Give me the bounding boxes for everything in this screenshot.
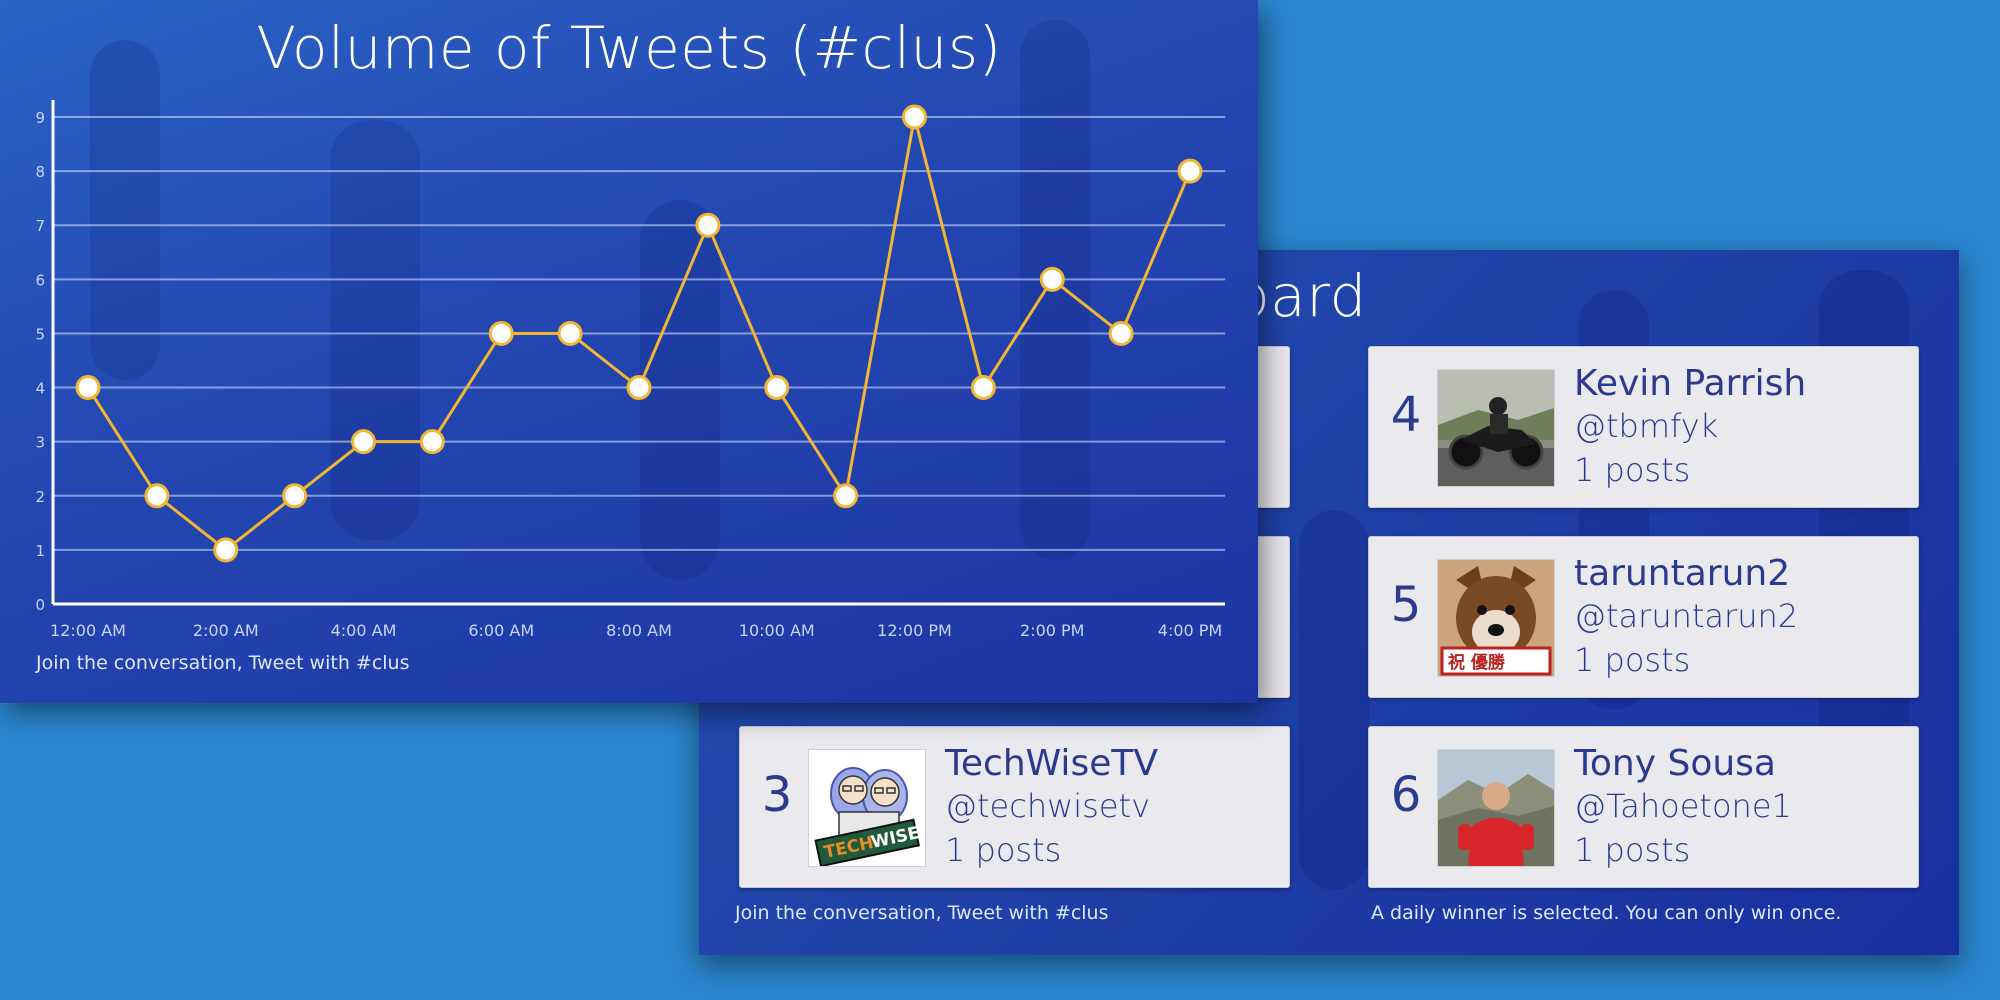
data-point (144, 483, 170, 509)
post-count: 1 posts (1574, 641, 1691, 679)
user-handle: @taruntarun2 (1574, 597, 1799, 635)
y-tick-label: 2 (35, 488, 45, 506)
user-name: Tony Sousa (1574, 743, 1776, 784)
leaderboard-card: 4 Kevin Parrish @tbmfyk 1 posts (1368, 346, 1919, 508)
user-handle: @techwisetv (945, 787, 1151, 825)
chart-footer: Join the conversation, Tweet with #clus (36, 652, 410, 674)
data-point (695, 212, 721, 238)
svg-text:祝 優勝: 祝 優勝 (1448, 652, 1506, 673)
y-tick-label: 6 (35, 271, 45, 289)
rank-number: 4 (1390, 387, 1422, 443)
data-point (351, 429, 376, 455)
y-tick-label: 3 (35, 434, 45, 452)
data-point (1108, 320, 1134, 346)
data-point (488, 320, 514, 346)
x-tick-label: 2:00 AM (193, 621, 259, 640)
leaderboard-card: 3 TECH WISE (739, 726, 1290, 888)
background-decoration (90, 40, 160, 380)
series-points (75, 104, 1203, 563)
person-photo-icon (1437, 749, 1555, 867)
rank-number: 5 (1390, 577, 1422, 633)
x-tick-label: 10:00 AM (739, 621, 815, 640)
techwise-cartoon-icon: TECH WISE (808, 749, 926, 867)
data-point (764, 375, 790, 401)
data-point (1177, 158, 1203, 184)
x-tick-label: 4:00 AM (331, 621, 397, 640)
data-point (75, 375, 101, 401)
leaderboard-footer-left: Join the conversation, Tweet with #clus (735, 902, 1109, 924)
y-tick-label: 4 (35, 380, 45, 398)
post-count: 1 posts (945, 831, 1062, 869)
data-point (213, 537, 239, 563)
data-point (970, 375, 996, 401)
y-tick-label: 0 (35, 596, 45, 614)
background-decoration (640, 200, 720, 580)
data-point (557, 320, 583, 346)
user-name: TechWiseTV (945, 743, 1158, 784)
dog-photo-icon: 祝 優勝 (1437, 559, 1555, 677)
x-tick-label: 4:00 PM (1158, 621, 1222, 640)
data-point (1039, 266, 1065, 292)
user-handle: @tbmfyk (1574, 407, 1719, 445)
y-axis-ticks: 0 1 2 3 4 5 6 7 8 9 (35, 109, 45, 614)
y-tick-label: 5 (35, 325, 45, 343)
x-tick-label: 8:00 AM (606, 621, 672, 640)
rank-number: 6 (1390, 767, 1422, 823)
line-chart: 0 1 2 3 4 5 6 7 8 9 12:00 AM 2:00 AM 4:00 AM 6:00 AM… (35, 100, 1225, 640)
chart-title: Volume of Tweets (#clus) (256, 14, 1002, 82)
leaderboard-card: 5 祝 優勝 taruntarun2 @taruntarun2 1 posts (1368, 536, 1919, 698)
post-count: 1 posts (1574, 451, 1691, 489)
leaderboard-footer-right: A daily winner is selected. You can only… (1371, 902, 1842, 924)
x-axis-ticks: 12:00 AM 2:00 AM 4:00 AM 6:00 AM 8:00 AM 10:0… (50, 621, 1222, 640)
data-point (282, 483, 308, 509)
background-decoration (1299, 510, 1369, 890)
gridlines (53, 116, 1225, 551)
data-point (419, 429, 445, 455)
user-name: taruntarun2 (1574, 553, 1791, 594)
data-point (626, 375, 652, 401)
y-tick-label: 7 (35, 217, 45, 235)
x-tick-label: 12:00 AM (50, 621, 126, 640)
y-tick-label: 1 (35, 542, 45, 560)
user-handle: @Tahoetone1 (1574, 787, 1792, 825)
background-decoration (330, 120, 420, 540)
data-point (833, 483, 859, 509)
x-tick-label: 2:00 PM (1020, 621, 1084, 640)
tweet-volume-chart-panel: Volume of Tweets (#clus) 0 1 2 3 4 5 6 7 8 9 12:0… (0, 0, 1258, 703)
user-name: Kevin Parrish (1574, 363, 1807, 404)
data-point (902, 104, 927, 130)
x-tick-label: 6:00 AM (468, 621, 534, 640)
motorcycle-photo-icon (1437, 369, 1555, 487)
leaderboard-card: 6 Tony Sousa @Tahoetone1 1 posts (1368, 726, 1919, 888)
rank-number: 3 (761, 767, 793, 823)
y-tick-label: 9 (35, 109, 45, 127)
axes (51, 100, 1225, 606)
x-tick-label: 12:00 PM (877, 621, 952, 640)
y-tick-label: 8 (35, 163, 45, 181)
post-count: 1 posts (1574, 831, 1691, 869)
